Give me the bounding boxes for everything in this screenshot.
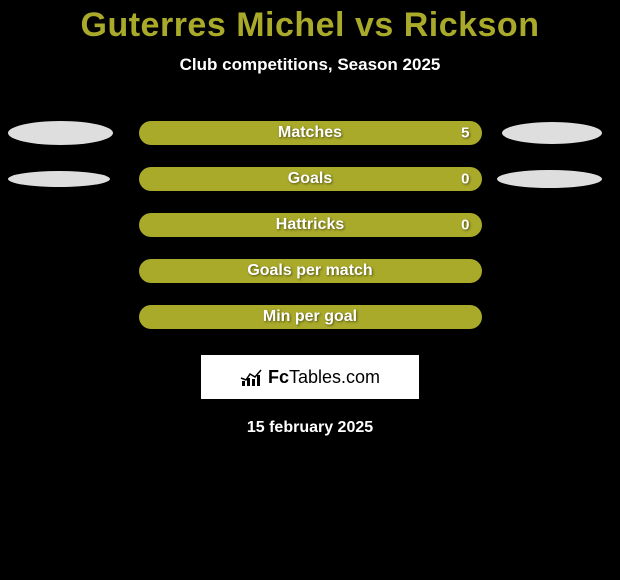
stat-rows: Matches 5 Goals 0 Hattricks 0 Goals per match M… <box>0 121 620 329</box>
stat-bar: Goals per match <box>139 259 482 283</box>
player-right-ellipse <box>502 122 602 144</box>
stat-right-value: 5 <box>461 125 469 142</box>
player-left-ellipse <box>8 171 110 187</box>
stat-label: Matches <box>278 124 342 142</box>
stat-right-value: 0 <box>461 217 469 234</box>
stat-label: Goals <box>288 170 332 188</box>
stat-row: Goals 0 <box>0 167 620 191</box>
stat-bar: Matches 5 <box>139 121 482 145</box>
player-right-ellipse <box>497 170 602 188</box>
snapshot-date: 15 february 2025 <box>0 419 620 437</box>
content-wrapper: Guterres Michel vs Rickson Club competit… <box>0 0 620 437</box>
stat-row: Min per goal <box>0 305 620 329</box>
comparison-subtitle: Club competitions, Season 2025 <box>0 55 620 75</box>
logo-suffix: .com <box>341 367 380 387</box>
fctables-logo-text: FcTables.com <box>268 367 380 388</box>
stat-bar: Goals 0 <box>139 167 482 191</box>
fctables-logo-box: FcTables.com <box>201 355 419 399</box>
logo-main: Tables <box>289 367 341 387</box>
stat-right-value: 0 <box>461 171 469 188</box>
stat-label: Min per goal <box>263 308 357 326</box>
stat-bar: Min per goal <box>139 305 482 329</box>
stat-row: Matches 5 <box>0 121 620 145</box>
player-left-ellipse <box>8 121 113 145</box>
stat-label: Goals per match <box>247 262 372 280</box>
comparison-title: Guterres Michel vs Rickson <box>0 6 620 45</box>
logo-prefix: Fc <box>268 367 289 387</box>
stat-row: Hattricks 0 <box>0 213 620 237</box>
stat-row: Goals per match <box>0 259 620 283</box>
chart-icon <box>240 368 262 386</box>
stat-bar: Hattricks 0 <box>139 213 482 237</box>
stat-label: Hattricks <box>276 216 344 234</box>
